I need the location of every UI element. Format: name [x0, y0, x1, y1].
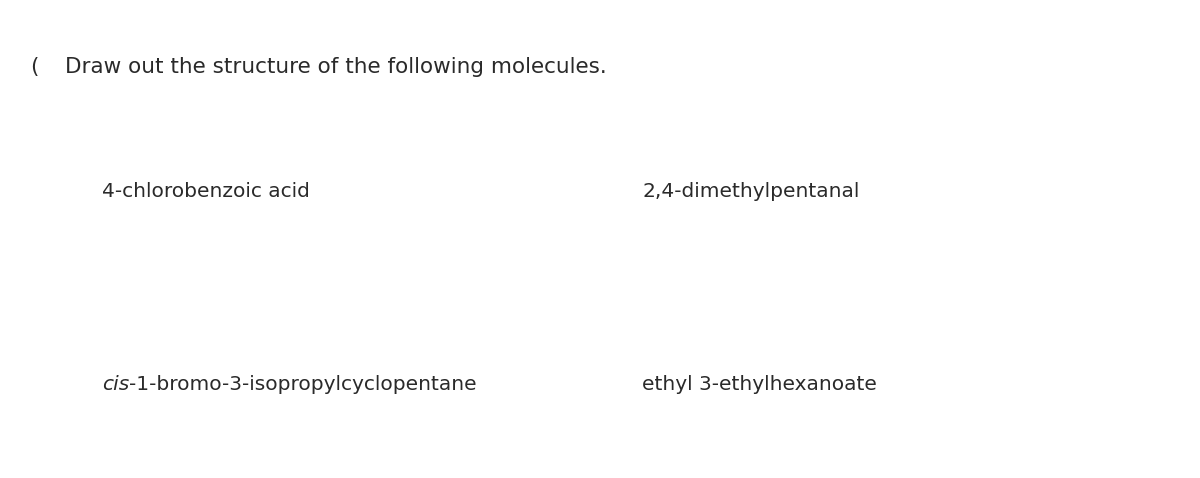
Text: 4-chlorobenzoic acid: 4-chlorobenzoic acid	[102, 182, 310, 201]
Text: 2,4-dimethylpentanal: 2,4-dimethylpentanal	[642, 182, 859, 201]
Text: Draw out the structure of the following molecules.: Draw out the structure of the following …	[65, 57, 607, 77]
Text: -1-bromo-3-isopropylcyclopentane: -1-bromo-3-isopropylcyclopentane	[130, 375, 476, 394]
Text: ethyl 3-ethylhexanoate: ethyl 3-ethylhexanoate	[642, 375, 877, 394]
Text: cis: cis	[102, 375, 130, 394]
Text: (: (	[30, 57, 38, 77]
